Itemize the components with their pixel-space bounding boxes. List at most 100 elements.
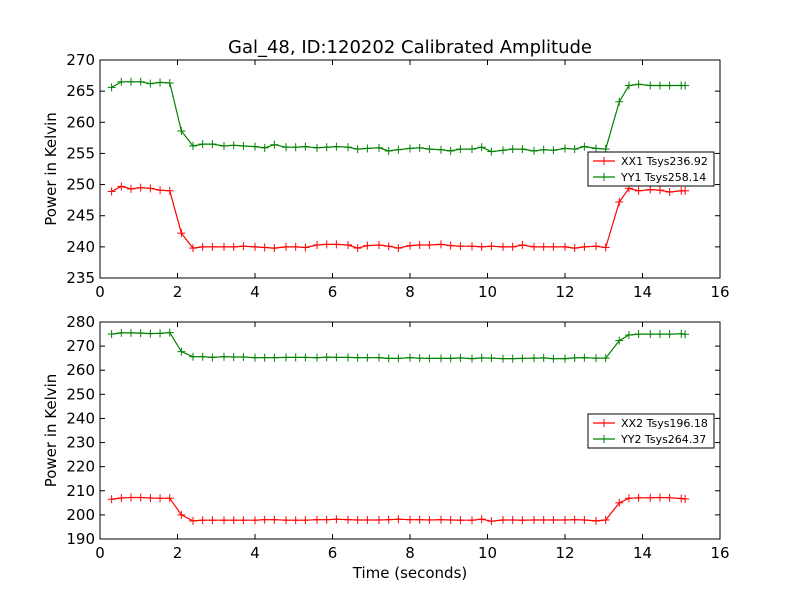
data-point bbox=[530, 354, 538, 363]
data-point bbox=[198, 140, 207, 149]
data-point bbox=[456, 516, 465, 525]
x-tick-label: 8 bbox=[405, 283, 415, 301]
data-point bbox=[384, 242, 393, 251]
data-point bbox=[570, 145, 579, 154]
data-point bbox=[570, 515, 579, 524]
data-point bbox=[646, 330, 655, 339]
data-point bbox=[146, 79, 155, 88]
y-tick-label: 210 bbox=[66, 482, 95, 500]
data-point bbox=[406, 515, 414, 524]
y-tick-label: 250 bbox=[66, 176, 95, 194]
data-point bbox=[681, 81, 690, 90]
data-point bbox=[270, 140, 279, 149]
data-point bbox=[220, 141, 228, 150]
y-tick-label: 200 bbox=[66, 506, 95, 524]
data-point bbox=[406, 353, 414, 362]
data-point bbox=[499, 242, 507, 251]
data-point bbox=[549, 146, 558, 155]
data-point bbox=[570, 353, 579, 362]
data-point bbox=[415, 354, 424, 363]
data-point bbox=[425, 515, 434, 524]
x-tick-label: 12 bbox=[555, 544, 574, 562]
data-point bbox=[220, 242, 228, 251]
data-point bbox=[198, 516, 207, 525]
data-point bbox=[177, 229, 186, 238]
data-point bbox=[580, 353, 589, 362]
data-point bbox=[592, 144, 600, 153]
data-point bbox=[322, 240, 331, 249]
data-point bbox=[344, 353, 352, 362]
y-tick-label: 270 bbox=[66, 51, 95, 69]
data-point bbox=[425, 354, 434, 363]
legend-entry: XX2 Tsys196.18 bbox=[593, 417, 708, 430]
y-tick-label: 240 bbox=[66, 409, 95, 427]
data-point bbox=[282, 143, 290, 152]
series-1 bbox=[107, 182, 690, 253]
x-tick-label: 8 bbox=[405, 544, 415, 562]
data-point bbox=[508, 515, 517, 524]
y-tick-label: 270 bbox=[66, 337, 95, 355]
data-point bbox=[406, 241, 414, 250]
data-point bbox=[487, 517, 496, 526]
data-point bbox=[646, 493, 655, 502]
data-point bbox=[363, 353, 372, 362]
data-point bbox=[344, 515, 352, 524]
data-point bbox=[301, 243, 310, 252]
data-point bbox=[353, 244, 362, 253]
legend-label: YY2 Tsys264.37 bbox=[620, 433, 706, 446]
data-point bbox=[601, 243, 610, 252]
data-point bbox=[580, 242, 589, 251]
data-point bbox=[332, 240, 341, 249]
data-point bbox=[646, 81, 655, 90]
data-point bbox=[508, 242, 517, 251]
data-point bbox=[549, 515, 558, 524]
data-point bbox=[363, 241, 372, 250]
data-point bbox=[363, 515, 372, 524]
data-point bbox=[601, 515, 610, 524]
legend-label: XX2 Tsys196.18 bbox=[621, 417, 708, 430]
y-tick-label: 235 bbox=[66, 269, 95, 287]
x-tick-label: 14 bbox=[633, 283, 652, 301]
x-tick-label: 4 bbox=[250, 283, 260, 301]
data-point bbox=[208, 516, 217, 525]
data-point bbox=[655, 330, 664, 339]
data-point bbox=[270, 515, 279, 524]
data-point bbox=[282, 242, 290, 251]
data-point bbox=[384, 515, 393, 524]
data-point bbox=[107, 330, 116, 339]
data-point bbox=[425, 240, 434, 249]
data-point bbox=[655, 186, 664, 195]
data-point bbox=[487, 242, 496, 251]
data-point bbox=[646, 185, 655, 194]
data-point bbox=[313, 240, 321, 249]
data-point bbox=[394, 244, 403, 253]
data-point bbox=[229, 242, 238, 251]
data-point bbox=[127, 77, 135, 86]
y-axis-label: Power in Kelvin bbox=[42, 112, 60, 226]
x-tick-label: 2 bbox=[173, 283, 183, 301]
data-point bbox=[681, 330, 690, 339]
data-point bbox=[156, 494, 165, 503]
data-point bbox=[487, 147, 496, 156]
data-point bbox=[437, 145, 445, 154]
data-point bbox=[446, 241, 455, 250]
chart-panel-1: 0 2 4 6 8 10 12 14 16 235 240 245 250 255 260 265 270 Pow… bbox=[42, 51, 730, 301]
legend-box bbox=[587, 413, 715, 449]
data-point bbox=[665, 330, 674, 339]
data-point bbox=[198, 242, 207, 251]
data-point bbox=[146, 329, 155, 338]
data-point bbox=[499, 146, 507, 155]
data-point bbox=[136, 77, 145, 86]
data-point bbox=[615, 198, 624, 207]
y-tick-label: 220 bbox=[66, 458, 95, 476]
data-point bbox=[239, 242, 248, 251]
data-point bbox=[127, 493, 135, 502]
data-point bbox=[437, 240, 445, 249]
data-point bbox=[415, 240, 424, 249]
data-point bbox=[146, 494, 155, 503]
chart-panel-2: 0 2 4 6 8 10 12 14 16 190 200 210 220 230 240 250 260 270… bbox=[42, 313, 730, 582]
data-point bbox=[165, 79, 174, 88]
data-point bbox=[313, 515, 321, 524]
y-tick-label: 265 bbox=[66, 82, 95, 100]
data-point bbox=[634, 493, 643, 502]
